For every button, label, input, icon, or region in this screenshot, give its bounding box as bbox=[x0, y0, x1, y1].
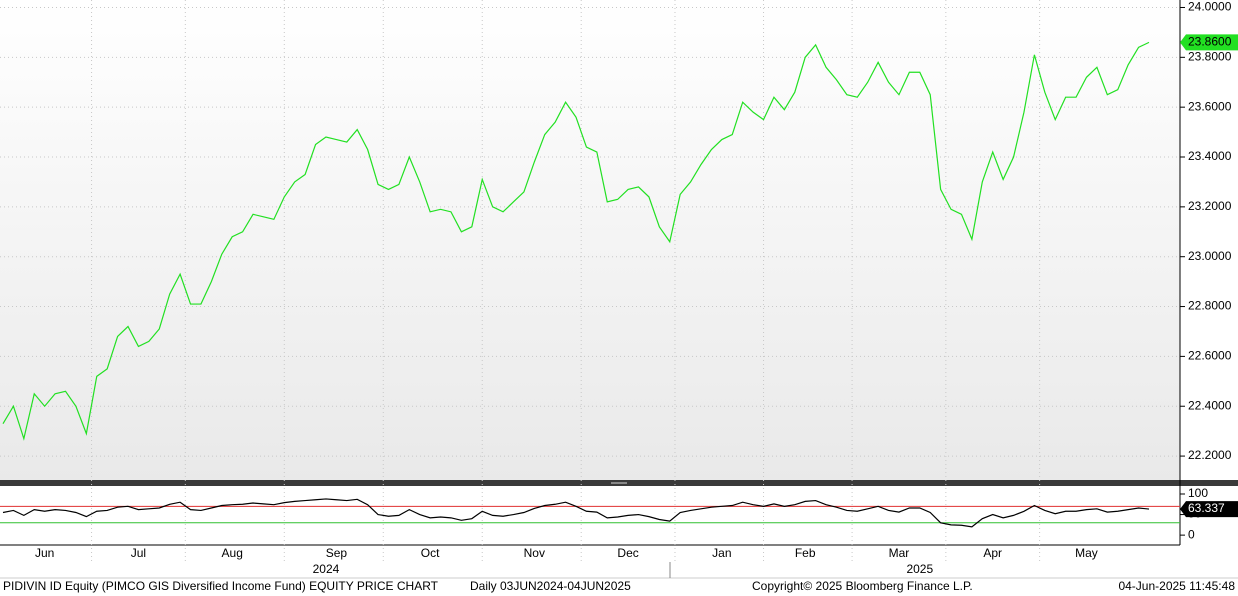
y-tick-label: 23.8000 bbox=[1188, 49, 1232, 63]
x-tick-label: Jan bbox=[712, 546, 731, 560]
x-tick-label: Oct bbox=[421, 546, 440, 560]
last-value-tag bbox=[1180, 34, 1238, 51]
year-label: 2024 bbox=[313, 562, 340, 576]
year-label: 2025 bbox=[906, 562, 933, 576]
x-tick-label: Dec bbox=[617, 546, 638, 560]
x-tick-label: Nov bbox=[524, 546, 545, 560]
y-tick-label: 100 bbox=[1188, 486, 1208, 500]
price-panel bbox=[0, 0, 1180, 481]
series-line bbox=[2, 41, 1150, 441]
x-tick-label: Apr bbox=[983, 546, 1002, 560]
footer-timestamp: 04-Jun-2025 11:45:48 bbox=[1118, 579, 1235, 593]
series-line bbox=[2, 498, 1150, 528]
last-value-label: 63.337 bbox=[1188, 501, 1225, 515]
y-tick-label: 22.8000 bbox=[1188, 299, 1232, 313]
x-tick-label: Feb bbox=[795, 546, 816, 560]
x-tick-label: Jul bbox=[131, 546, 146, 560]
y-tick-label: 24.0000 bbox=[1188, 0, 1232, 14]
y-tick-label: 23.4000 bbox=[1188, 149, 1232, 163]
y-tick-label: 22.6000 bbox=[1188, 349, 1232, 363]
y-tick-label: 23.6000 bbox=[1188, 99, 1232, 113]
last-value-label: 23.8600 bbox=[1188, 35, 1232, 49]
footer-description: PIDIVIN ID Equity (PIMCO GIS Diversified… bbox=[3, 579, 439, 593]
y-tick-label: 23.0000 bbox=[1188, 249, 1232, 263]
x-tick-label: Jun bbox=[35, 546, 54, 560]
footer-copyright: Copyright© 2025 Bloomberg Finance L.P. bbox=[752, 579, 973, 593]
x-tick-label: May bbox=[1075, 546, 1098, 560]
y-tick-label: 23.2000 bbox=[1188, 199, 1232, 213]
rsi-panel bbox=[0, 487, 1180, 545]
y-tick-label: 22.2000 bbox=[1188, 448, 1232, 462]
footer-period: Daily 03JUN2024-04JUN2025 bbox=[470, 579, 631, 593]
x-tick-label: Sep bbox=[326, 546, 348, 560]
divider-grip bbox=[611, 482, 627, 484]
x-tick-label: Mar bbox=[889, 546, 910, 560]
x-tick-label: Aug bbox=[222, 546, 243, 560]
y-tick-label: 0 bbox=[1188, 527, 1195, 541]
last-value-tag bbox=[1180, 501, 1238, 518]
y-tick-label: 22.4000 bbox=[1188, 398, 1232, 412]
